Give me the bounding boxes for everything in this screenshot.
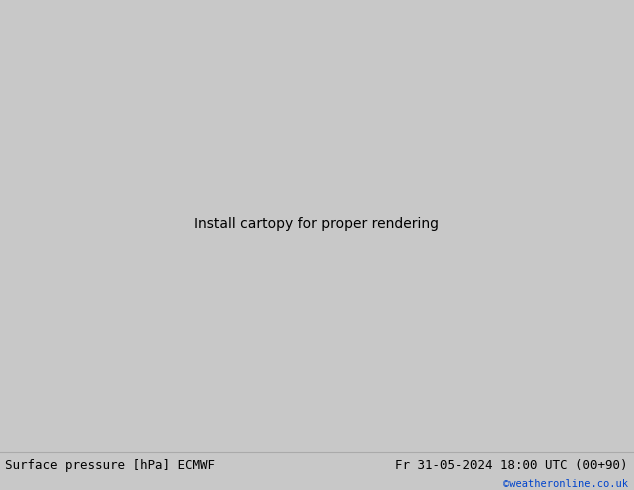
Text: ©weatheronline.co.uk: ©weatheronline.co.uk xyxy=(503,479,628,489)
Text: Install cartopy for proper rendering: Install cartopy for proper rendering xyxy=(195,217,439,231)
Text: Fr 31-05-2024 18:00 UTC (00+90): Fr 31-05-2024 18:00 UTC (00+90) xyxy=(395,459,628,471)
Text: Surface pressure [hPa] ECMWF: Surface pressure [hPa] ECMWF xyxy=(5,459,215,471)
